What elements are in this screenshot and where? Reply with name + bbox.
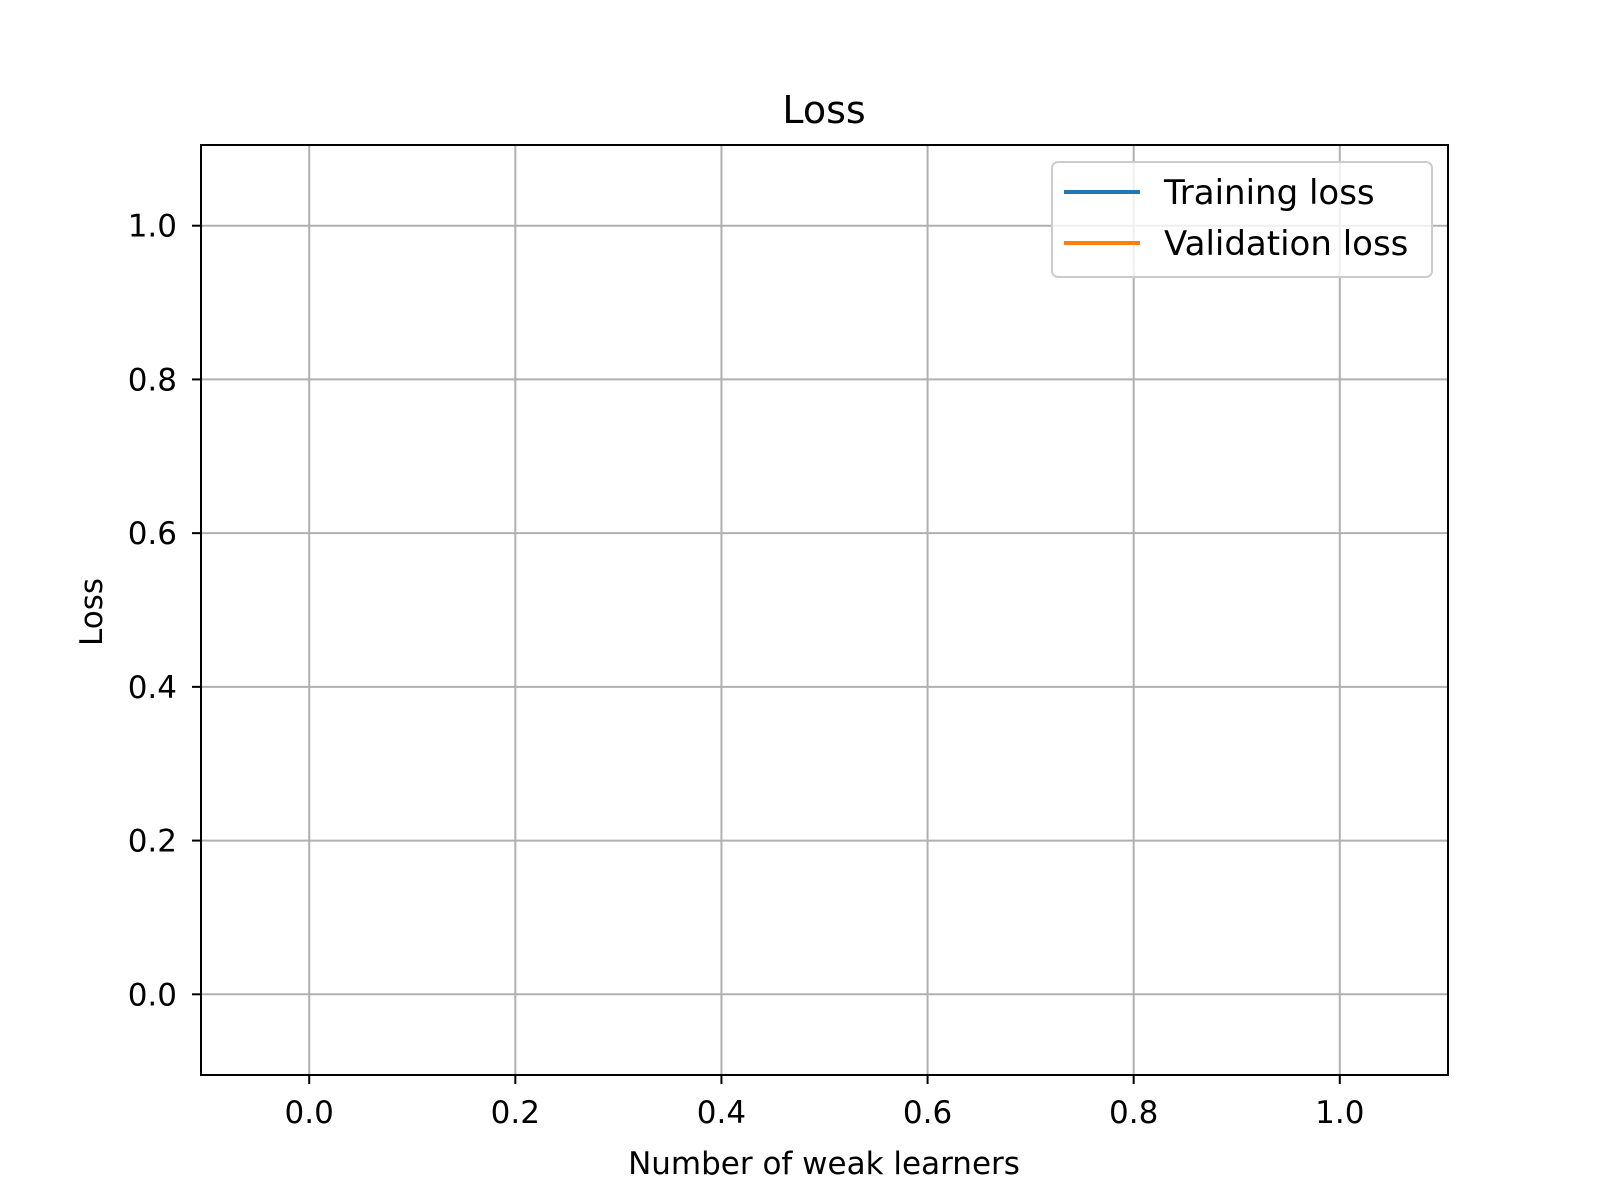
y-tick-label: 0.4 bbox=[128, 670, 177, 706]
x-tick-label: 0.8 bbox=[1109, 1095, 1158, 1131]
plot-frame bbox=[200, 144, 1449, 1076]
x-tick-label: 0.2 bbox=[491, 1095, 540, 1131]
y-tick-label: 1.0 bbox=[128, 209, 177, 245]
y-tick-label: 0.0 bbox=[128, 977, 177, 1013]
y-tick-label: 0.2 bbox=[128, 824, 177, 860]
x-tick-label: 0.6 bbox=[903, 1095, 952, 1131]
x-tick-label: 0.4 bbox=[697, 1095, 746, 1131]
x-tick-label: 0.0 bbox=[285, 1095, 334, 1131]
legend: Training loss Validation loss bbox=[1051, 161, 1433, 278]
y-tick-label: 0.6 bbox=[128, 516, 177, 552]
legend-label-validation-loss: Validation loss bbox=[1164, 224, 1408, 264]
y-axis-label: Loss bbox=[74, 578, 110, 646]
y-axis-ticks: 0.0 0.2 0.4 0.6 0.8 1.0 bbox=[128, 209, 201, 1013]
x-tick-label: 1.0 bbox=[1315, 1095, 1364, 1131]
x-axis-ticks: 0.0 0.2 0.4 0.6 0.8 1.0 bbox=[285, 1075, 1364, 1131]
x-axis-label: Number of weak learners bbox=[628, 1146, 1020, 1182]
legend-box bbox=[1051, 161, 1433, 278]
legend-label-training-loss: Training loss bbox=[1163, 173, 1375, 213]
y-tick-label: 0.8 bbox=[128, 362, 177, 398]
chart-title: Loss bbox=[782, 88, 865, 132]
grid bbox=[201, 145, 1448, 1075]
